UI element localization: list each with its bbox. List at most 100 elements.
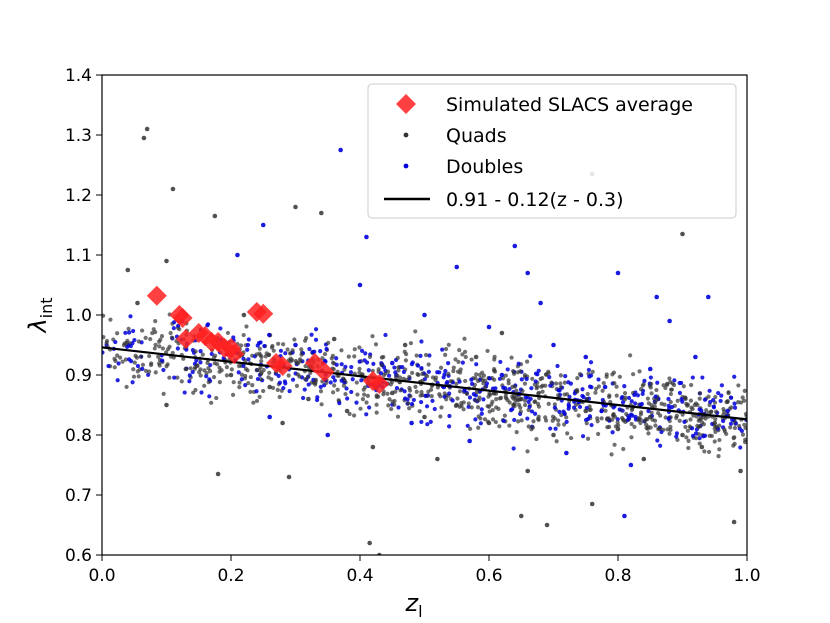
doubles-point: [302, 387, 307, 392]
doubles-point: [218, 326, 223, 331]
quads-point: [299, 352, 304, 357]
quads-point: [219, 368, 224, 373]
quads-point: [577, 372, 583, 377]
doubles-point: [627, 416, 632, 421]
quads-point: [518, 513, 524, 519]
quads-point: [536, 390, 542, 395]
quads-point: [489, 402, 494, 407]
doubles-point: [301, 395, 306, 401]
doubles-point: [564, 450, 569, 456]
doubles-point: [469, 377, 474, 382]
quads-point: [135, 300, 140, 306]
quads-point: [717, 447, 722, 452]
quads-point: [704, 408, 709, 413]
quads-point: [685, 428, 690, 433]
y-tick-label: 0.6: [65, 546, 92, 566]
quads-point: [712, 439, 717, 444]
doubles-point: [106, 363, 111, 369]
quads-point: [118, 355, 123, 360]
doubles-point: [677, 380, 682, 386]
doubles-point: [501, 418, 506, 423]
quads-point: [403, 358, 409, 363]
doubles-point: [732, 401, 737, 406]
quads-point: [367, 354, 373, 360]
quads-point: [462, 336, 467, 341]
doubles-point: [345, 396, 350, 401]
quads-point: [454, 381, 459, 387]
legend-box: [367, 83, 737, 219]
quads-point: [455, 396, 460, 401]
quads-point: [346, 354, 351, 359]
doubles-point: [479, 411, 484, 416]
quads-point: [742, 388, 747, 393]
doubles-point: [419, 365, 424, 371]
doubles-point: [332, 378, 338, 383]
legend: Simulated SLACS average Quads Doubles 0.91 …: [367, 83, 737, 219]
quads-point: [229, 367, 234, 372]
quads-point: [516, 419, 521, 424]
quads-point: [589, 501, 595, 507]
doubles-point: [577, 404, 583, 410]
doubles-point: [102, 350, 105, 355]
quads-point: [147, 369, 152, 374]
quads-point: [417, 409, 422, 414]
quads-point: [361, 387, 366, 392]
quads-point: [503, 394, 508, 399]
quads-point: [453, 357, 458, 362]
quads-point: [534, 386, 539, 391]
doubles-point: [328, 380, 333, 385]
doubles-point: [207, 394, 212, 399]
doubles-point: [394, 385, 400, 391]
doubles-point: [538, 300, 543, 306]
quads-point: [429, 394, 434, 399]
quads-point: [269, 345, 275, 350]
quads-point: [686, 438, 691, 444]
doubles-point: [633, 401, 638, 406]
quads-point: [144, 126, 150, 132]
quads-point: [281, 342, 286, 347]
quads-point: [610, 417, 615, 422]
doubles-point: [667, 318, 672, 324]
quads-point: [250, 383, 255, 388]
doubles-point: [447, 424, 452, 429]
quads-point: [593, 390, 598, 395]
quads-point: [364, 400, 369, 405]
quads-point: [463, 354, 468, 360]
doubles-point: [553, 426, 558, 431]
quads-point: [258, 377, 263, 382]
quads-point: [468, 426, 473, 431]
doubles-point: [437, 370, 442, 375]
quads-point: [239, 343, 244, 348]
quads-point: [503, 373, 508, 378]
quads-point: [531, 419, 536, 424]
doubles-point: [533, 379, 538, 384]
quads-point: [408, 394, 413, 399]
quads-point: [644, 425, 649, 431]
quads-point: [649, 391, 654, 396]
slacs-diamond: [369, 374, 390, 394]
quads-point: [629, 435, 634, 440]
quads-point: [713, 394, 718, 400]
quads-point: [488, 392, 493, 397]
doubles-point: [447, 413, 452, 419]
doubles-point: [260, 222, 266, 228]
doubles-point: [313, 337, 319, 342]
quads-point: [156, 354, 161, 359]
doubles-point: [552, 405, 557, 410]
doubles-point: [425, 422, 430, 427]
doubles-point: [646, 408, 651, 414]
quads-point: [165, 362, 170, 367]
quads-point: [617, 374, 622, 379]
doubles-point: [525, 416, 530, 421]
doubles-point: [236, 370, 241, 375]
quads-point: [257, 394, 262, 399]
x-tick-label: 0.0: [88, 566, 115, 586]
quads-point: [373, 342, 379, 347]
quads-point: [462, 349, 468, 354]
doubles-point: [587, 414, 593, 419]
quads-point: [667, 376, 672, 381]
quads-point: [131, 374, 137, 379]
quads-point: [565, 431, 570, 436]
quads-point: [381, 354, 386, 360]
quads-point: [295, 372, 301, 377]
